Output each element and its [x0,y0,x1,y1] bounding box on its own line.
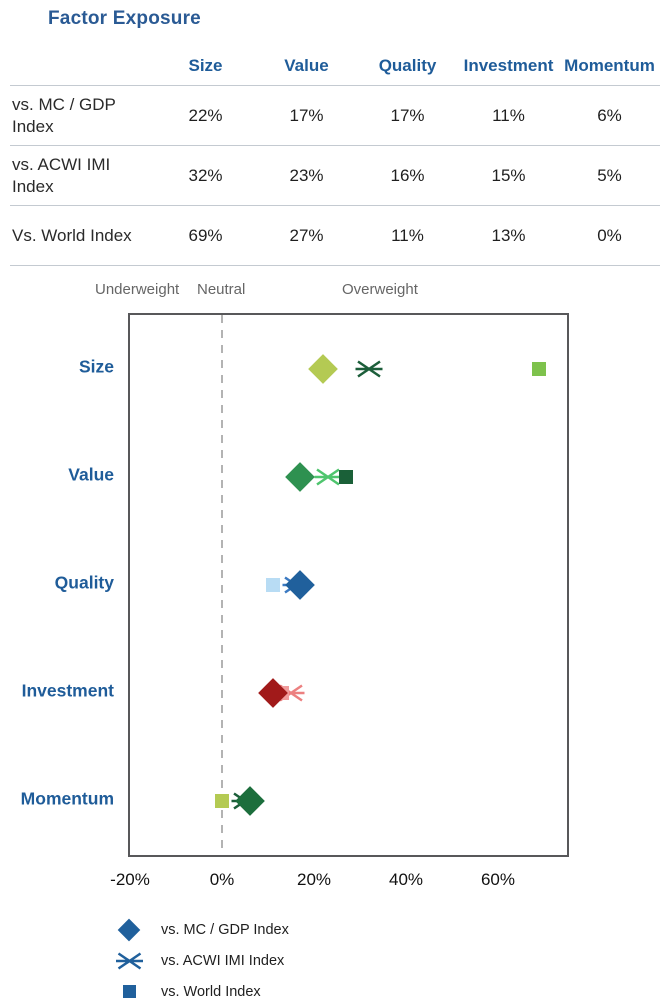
table-row: vs. ACWI IMI Index 32% 23% 16% 15% 5% [10,145,660,206]
x-marker-size [355,359,383,379]
row-label: vs. MC / GDP Index [10,85,155,146]
table-cell: 15% [458,145,559,206]
table-cell: 16% [357,145,458,206]
table-cell: 11% [357,205,458,266]
neutral-line [220,315,223,855]
column-header-size: Size [155,50,256,86]
legend-item: vs. ACWI IMI Index [103,945,289,976]
table-cell: 5% [559,145,660,206]
x-tick-label: 60% [480,870,515,889]
legend-square-icon [122,985,136,998]
table-cell: 17% [256,85,357,146]
header-spacer [10,50,155,86]
square-marker-momentum [214,794,229,808]
diamond-marker-value [285,462,316,492]
table-cell: 13% [458,205,559,266]
column-header-value: Value [256,50,357,86]
zone-label-underweight: Underweight [95,281,180,298]
category-label-value: Value [68,464,114,485]
x-tick-label: 40% [388,870,424,889]
legend-label: vs. ACWI IMI Index [161,952,285,969]
category-label-momentum: Momentum [20,788,114,809]
table-cell: 32% [155,145,256,206]
table-cell: 17% [357,85,458,146]
category-label-size: Size [78,356,114,377]
category-label-investment: Investment [21,680,114,701]
table-cell: 22% [155,85,256,146]
table-cell: 11% [458,85,559,146]
column-header-investment: Investment [458,50,559,86]
legend-item: vs. MC / GDP Index [103,914,289,945]
table-cell: 27% [256,205,357,266]
square-marker-quality [265,578,280,592]
x-tick-label: -20% [110,870,150,889]
factor-exposure-table: Size Value Quality Investment Momentum v… [10,50,660,266]
x-axis: -20% 0% 20% 40% 60% [110,870,567,894]
table-cell: 23% [256,145,357,206]
zone-label-neutral: Neutral [197,281,246,298]
column-header-quality: Quality [357,50,458,86]
row-label: vs. ACWI IMI Index [10,145,155,206]
legend: vs. MC / GDP Index vs. ACWI IMI Index vs. … [103,914,289,1007]
table-cell: 69% [155,205,256,266]
square-marker-value [339,470,354,484]
zone-label-overweight: Overweight [342,281,418,298]
legend-item: vs. World Index [103,976,289,1007]
legend-diamond-icon [117,918,141,941]
square-marker-size [532,362,547,376]
x-marker-value [314,467,342,487]
plot-area [128,313,569,857]
legend-label: vs. World Index [161,983,261,1000]
diamond-marker-size [308,354,339,384]
table-row: vs. MC / GDP Index 22% 17% 17% 11% 6% [10,85,660,146]
column-header-momentum: Momentum [559,50,660,86]
legend-x-icon [115,951,143,971]
category-label-quality: Quality [54,572,114,593]
legend-label: vs. MC / GDP Index [161,921,289,938]
table-row: Vs. World Index 69% 27% 11% 13% 0% [10,205,660,266]
page-title: Factor Exposure [48,8,201,29]
y-axis-labels: Size Value Quality Investment Momentum [0,313,128,853]
x-tick-label: 20% [297,870,332,889]
table-cell: 6% [559,85,660,146]
x-tick-label: 0% [209,870,235,889]
table-cell: 0% [559,205,660,266]
table-header-row: Size Value Quality Investment Momentum [10,50,660,86]
row-label: Vs. World Index [10,205,155,266]
